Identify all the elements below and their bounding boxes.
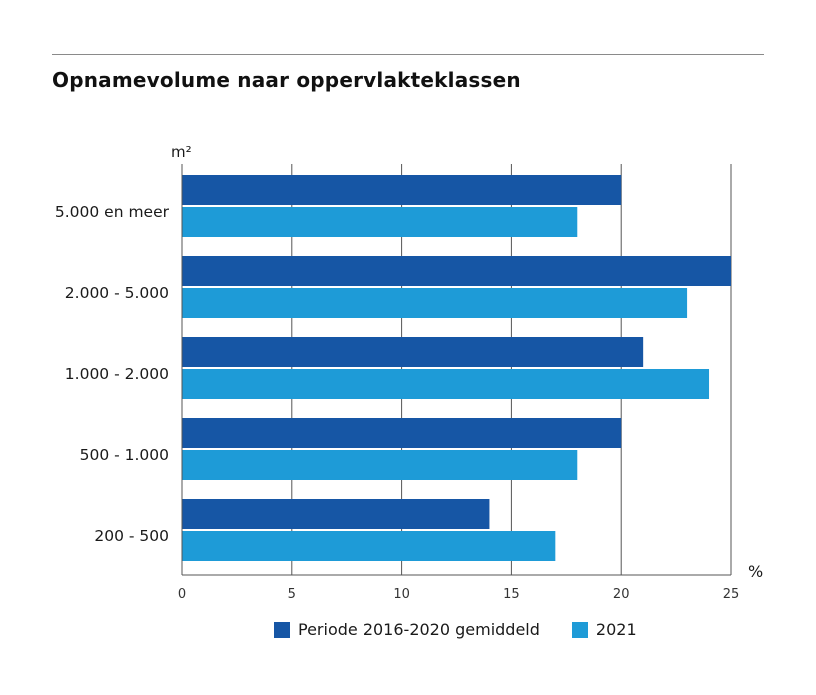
x-tick-label: 20: [613, 587, 630, 602]
bar: [182, 499, 490, 529]
bar: [182, 450, 578, 480]
legend-item-series-2: 2021: [571, 620, 637, 639]
x-axis-unit-label: %: [748, 562, 763, 581]
legend-swatch-series-1: [274, 621, 290, 638]
bar: [182, 531, 556, 561]
labels: 0 5 10 15 20 25 5.000 en meer 2.000 - 5.000 1.00…: [55, 143, 763, 602]
legend: Periode 2016-2020 gemiddeld 2021: [274, 620, 669, 639]
bars: [182, 175, 731, 561]
category-label: 2.000 - 5.000: [65, 284, 169, 302]
category-label: 200 - 500: [94, 527, 169, 545]
bar: [182, 256, 731, 286]
legend-label-series-1: Periode 2016-2020 gemiddeld: [298, 620, 540, 639]
bar: [182, 418, 622, 448]
x-tick-label: 5: [288, 587, 296, 602]
legend-item-series-1: Periode 2016-2020 gemiddeld: [274, 620, 540, 639]
bar: [182, 175, 622, 205]
category-label: 5.000 en meer: [55, 203, 170, 221]
title-rule: [52, 54, 764, 55]
legend-label-series-2: 2021: [595, 620, 637, 639]
axes: [181, 164, 731, 576]
legend-swatch-series-2: [571, 621, 588, 638]
x-tick-label: 25: [723, 587, 740, 602]
category-label: 1.000 - 2.000: [65, 365, 169, 383]
bar: [182, 288, 688, 318]
chart-title: Opnamevolume naar oppervlakteklassen: [52, 68, 521, 92]
y-axis-unit-label: m²: [171, 143, 192, 161]
bar: [182, 369, 710, 399]
bar: [182, 207, 578, 237]
bar: [182, 337, 644, 367]
category-label: 500 - 1.000: [80, 446, 169, 464]
x-tick-label: 10: [393, 587, 410, 602]
x-tick-label: 15: [503, 587, 520, 602]
x-tick-label: 0: [178, 587, 186, 602]
